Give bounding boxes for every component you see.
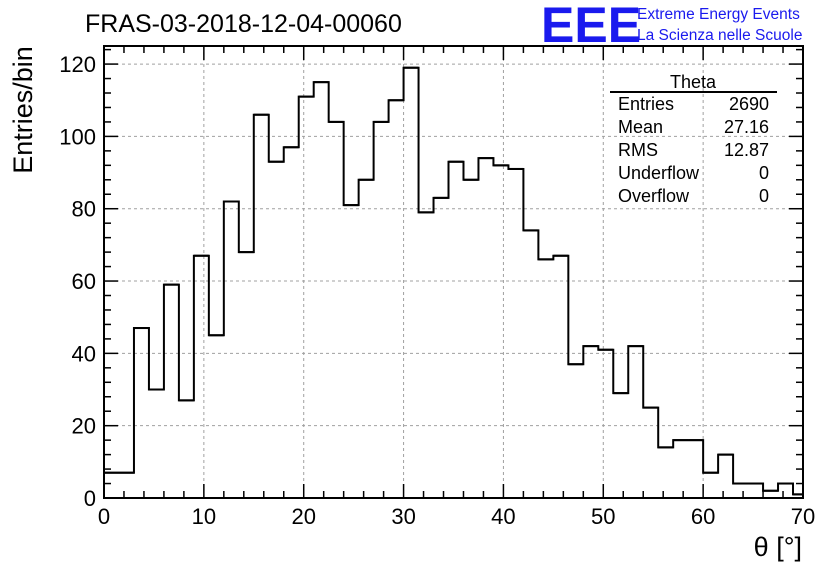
y-tick-label: 100 (59, 124, 96, 149)
stats-label: Overflow (618, 186, 690, 206)
stats-label: RMS (618, 140, 658, 160)
y-tick-label: 60 (72, 269, 96, 294)
stats-label: Underflow (618, 163, 700, 183)
x-tick-label: 30 (391, 504, 415, 529)
x-tick-label: 40 (491, 504, 515, 529)
x-axis-label: θ [°] (754, 532, 802, 562)
stats-value: 2690 (729, 94, 769, 114)
histogram-outline (103, 66, 803, 498)
histogram-bins (104, 66, 803, 496)
y-tick-labels: 0 20 40 60 80 100 120 (59, 52, 96, 511)
chart-title: FRAS-03-2018-12-04-00060 (85, 10, 402, 38)
stats-value: 27.16 (724, 117, 769, 137)
logo-line-1: Extreme Energy Events (637, 6, 800, 23)
logo-mark: EEE (541, 0, 641, 53)
y-tick-label: 120 (59, 52, 96, 77)
stats-rows: Entries 2690 Mean 27.16 RMS 12.87 Underflow 0 Ov… (618, 94, 769, 206)
x-tick-label: 50 (591, 504, 615, 529)
x-tick-label: 10 (192, 504, 216, 529)
y-axis-label: Entries/bin (8, 46, 38, 174)
plot-frame (103, 45, 804, 499)
y-tick-label: 40 (72, 341, 96, 366)
x-tick-labels: 0 10 20 30 40 50 60 70 (98, 504, 815, 529)
axis-ticks (103, 46, 804, 499)
eee-logo: EEE Extreme Energy Events La Scienza nel… (541, 0, 802, 53)
y-tick-label: 80 (72, 197, 96, 222)
stats-label: Entries (618, 94, 674, 114)
x-tick-label: 0 (98, 504, 110, 529)
stats-box: Theta Entries 2690 Mean 27.16 RMS 12.87 Underf… (610, 72, 777, 206)
x-tick-label: 70 (791, 504, 815, 529)
x-tick-label: 20 (291, 504, 315, 529)
stats-title: Theta (670, 72, 717, 92)
grid-lines (104, 46, 803, 498)
y-tick-label: 0 (84, 486, 96, 511)
stats-label: Mean (618, 117, 663, 137)
y-tick-label: 20 (72, 414, 96, 439)
logo-line-2: La Scienza nelle Scuole (637, 27, 802, 44)
stats-value: 0 (759, 163, 769, 183)
x-tick-label: 60 (691, 504, 715, 529)
stats-value: 0 (759, 186, 769, 206)
stats-value: 12.87 (724, 140, 769, 160)
